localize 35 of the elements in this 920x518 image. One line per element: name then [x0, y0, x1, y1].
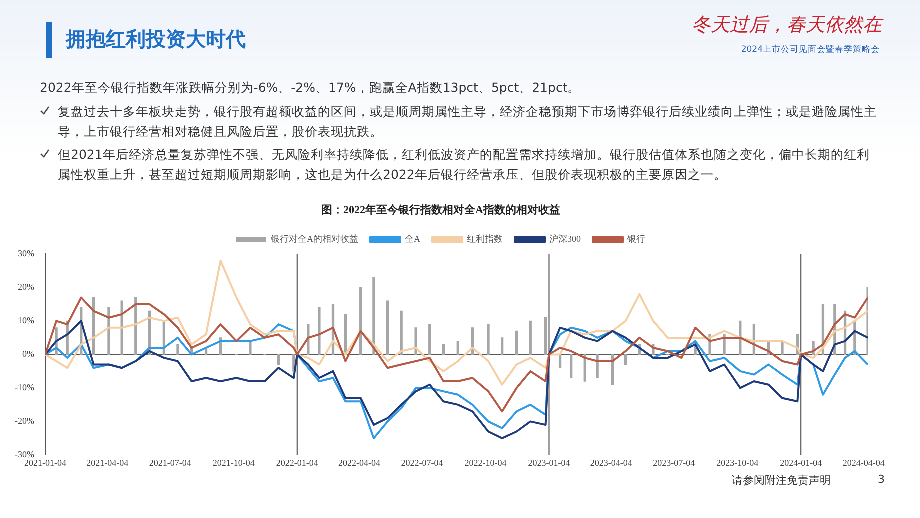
- legend-label: 沪深300: [550, 234, 582, 244]
- legend-label: 银行对全A的相对收益: [270, 234, 358, 244]
- x-tick-label: 2022-07-04: [401, 458, 444, 468]
- y-tick-label: 20%: [18, 282, 35, 292]
- x-tick-label: 2023-07-04: [653, 458, 696, 468]
- legend-label: 银行: [626, 234, 646, 244]
- text: 拥抱红利投资大时代: [66, 26, 246, 53]
- y-tick-label: -10%: [14, 382, 35, 393]
- x-tick-label: 2022-04-04: [338, 458, 381, 468]
- y-tick-label: -30%: [14, 450, 35, 460]
- x-tick-label: 2021-07-04: [149, 458, 192, 468]
- x-tick-label: 2021-10-04: [212, 458, 256, 468]
- legend-label: 全A: [405, 234, 421, 244]
- legend-label: 红利指数: [467, 234, 503, 244]
- x-tick-label: 2022-01-04: [276, 458, 319, 468]
- y-tick-label: 10%: [18, 316, 35, 326]
- text: 但2021年后经济总量复苏弹性不强、无风险利率持续降低，红利低波资产的配置需求持续增加。银行股估值体系也随之变化，偏中长期的红利属性权重上升，甚至超过短期顺周期影响，这也是为什么2022年后银行经营承压、但股价表现积极的主要原因之一。: [58, 146, 871, 184]
- text: 冬天过后，春天依然在: [692, 13, 882, 38]
- y-tick-label: 30%: [18, 248, 35, 259]
- text: 2024上市公司见面会暨春季策略会: [741, 44, 880, 56]
- x-tick-label: 2021-04-04: [86, 458, 130, 468]
- x-tick-label: 2023-04-04: [590, 458, 633, 468]
- text: 复盘过去十多年板块走势，银行股有超额收益的区间，或是顺周期属性主导，经济企稳预期下市场博弈银行后续业绩向上弹性；或是避险属性主导，上市银行经营相对稳健且风险后置，股价表现抗跌。: [58, 103, 878, 141]
- x-tick-label: 2023-01-04: [528, 458, 571, 468]
- text: 2022年至今银行指数年涨跌幅分别为-6%、-2%、17%，跑赢全A指数13pct、5pct、21pct。: [40, 80, 581, 97]
- x-tick-label: 2021-01-04: [24, 458, 67, 468]
- x-tick-label: 2024-04-04: [842, 458, 886, 468]
- text: 请参阅附注免责声明: [732, 473, 831, 488]
- text: 3: [878, 473, 885, 486]
- x-tick-label: 2024-01-04: [780, 458, 823, 468]
- y-tick-label: 0%: [22, 349, 35, 360]
- x-tick-label: 2023-10-04: [716, 458, 760, 468]
- chart-title: 图：2022年至今银行指数相对全A指数的相对收益: [322, 203, 560, 216]
- y-tick-label: -20%: [14, 416, 35, 426]
- x-tick-label: 2022-10-04: [464, 458, 508, 468]
